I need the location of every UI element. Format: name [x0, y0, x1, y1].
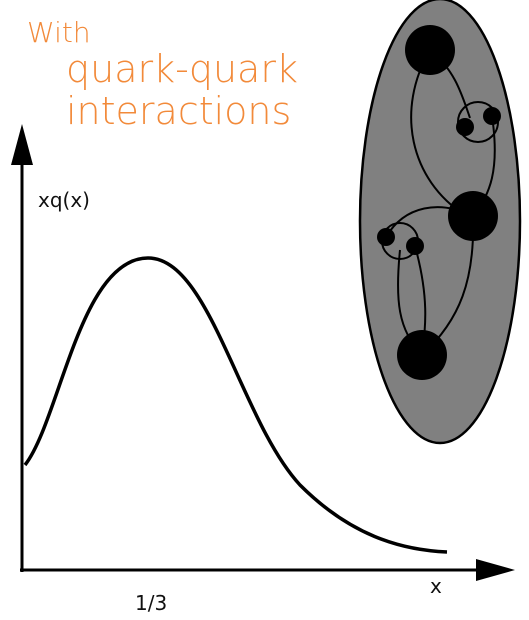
title-line: quark-quark	[66, 47, 298, 91]
diagram: With quark-quark interactions	[0, 0, 529, 620]
page: With quark-quark interactions	[0, 0, 529, 620]
proton	[360, 0, 520, 443]
x-axis-label: x	[430, 574, 442, 598]
y-axis-label: xq(x)	[38, 188, 90, 212]
y-arrow	[11, 124, 33, 165]
title-line: With	[27, 16, 91, 49]
title-line: interactions	[66, 89, 291, 133]
x-tick-label: 1/3	[135, 591, 167, 615]
x-arrow	[476, 559, 515, 581]
